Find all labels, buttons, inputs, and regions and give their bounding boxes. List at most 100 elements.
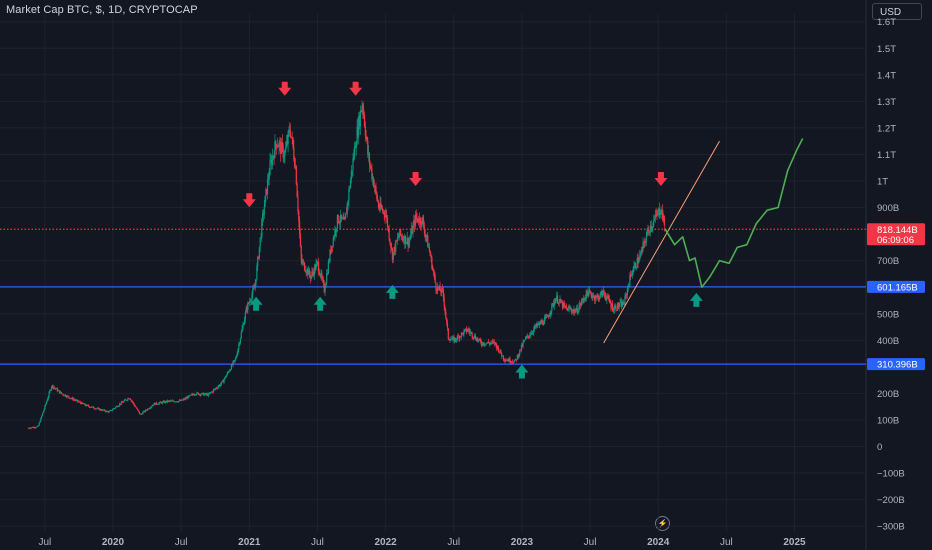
- candle-body: [505, 360, 507, 362]
- candle-body: [529, 335, 531, 337]
- y-tick-label: 1.6T: [877, 17, 896, 28]
- candle-body: [332, 237, 334, 247]
- lightning-icon[interactable]: ⚡: [655, 516, 670, 531]
- candle-body: [66, 395, 68, 398]
- candle-body: [223, 379, 225, 383]
- candle-body: [635, 263, 637, 269]
- candle-body: [601, 291, 603, 297]
- candle-body: [361, 105, 363, 112]
- candle-body: [133, 404, 136, 406]
- candle-body: [338, 222, 340, 224]
- candle-body: [218, 384, 220, 387]
- candle-body: [155, 402, 157, 405]
- candle-body: [527, 335, 529, 337]
- candle-body: [79, 401, 81, 403]
- candle-body: [401, 236, 403, 240]
- candle-body: [457, 335, 459, 337]
- candle-body: [225, 376, 227, 378]
- candle-body: [613, 307, 615, 312]
- candle-body: [239, 343, 241, 345]
- candle-body: [484, 344, 486, 346]
- candle-body: [64, 394, 66, 396]
- candle-body: [317, 261, 320, 272]
- candle-body: [289, 129, 291, 133]
- candle-body: [526, 335, 528, 337]
- candle-body: [495, 342, 497, 345]
- candle-body: [499, 349, 501, 352]
- price-label-countdown: 06:09:06: [877, 235, 914, 246]
- candle-body: [438, 285, 440, 289]
- candle-body: [556, 295, 558, 299]
- candle-body: [542, 324, 545, 325]
- candle-body: [211, 391, 213, 393]
- candle-body: [201, 393, 203, 395]
- candle-body: [454, 338, 456, 343]
- candle-body: [193, 394, 195, 396]
- candle-body: [157, 404, 159, 405]
- candle-body: [427, 235, 429, 248]
- candle-body: [336, 215, 338, 229]
- candle-body: [658, 208, 660, 211]
- candle-body: [57, 390, 59, 392]
- candle-body: [41, 413, 44, 416]
- candle-body: [44, 405, 46, 410]
- candle-body: [416, 218, 418, 219]
- candle-body: [63, 394, 65, 396]
- candle-body: [623, 304, 625, 306]
- candle-body: [612, 303, 614, 311]
- candle-body: [206, 393, 208, 395]
- currency-selector[interactable]: USD: [872, 3, 922, 20]
- candle-body: [114, 408, 116, 409]
- trend-line: [603, 140, 720, 344]
- candle-body: [539, 321, 541, 325]
- candle-body: [136, 408, 138, 409]
- candle-body: [381, 208, 384, 212]
- candle-body: [28, 427, 30, 429]
- candle-body: [422, 217, 424, 220]
- candle-body: [608, 298, 610, 302]
- candle-body: [377, 201, 380, 208]
- candle-body: [45, 403, 47, 406]
- candle-body: [250, 300, 252, 302]
- candle-body: [174, 401, 176, 403]
- candle-body: [119, 403, 121, 406]
- y-tick-label: −200B: [877, 495, 905, 506]
- candle-body: [235, 356, 237, 359]
- candle-body: [189, 394, 191, 396]
- candle-body: [446, 318, 448, 323]
- candle-body: [479, 338, 481, 342]
- candle-body: [114, 406, 117, 409]
- candle-body: [624, 296, 626, 305]
- candle-body: [188, 395, 191, 397]
- candle-body: [238, 344, 240, 349]
- candle-body: [91, 406, 93, 408]
- candle-body: [535, 323, 537, 327]
- candle-body: [630, 274, 632, 276]
- candle-body: [211, 391, 214, 393]
- candle-body: [107, 411, 109, 413]
- candle-body: [348, 189, 350, 201]
- candle-body: [105, 411, 107, 412]
- candle-body: [248, 301, 251, 304]
- candle-body: [283, 156, 285, 158]
- candle-body: [474, 335, 477, 340]
- candle-body: [423, 227, 426, 234]
- candle-body: [364, 126, 366, 136]
- candle-body: [105, 410, 108, 412]
- candle-body: [549, 313, 551, 315]
- candle-body: [54, 387, 56, 389]
- candle-body: [574, 309, 576, 313]
- candle-body: [467, 329, 469, 331]
- candle-body: [69, 398, 71, 400]
- candle-body: [649, 225, 651, 233]
- candle-body: [60, 391, 62, 394]
- candle-body: [247, 302, 249, 311]
- candle-body: [317, 261, 319, 263]
- candle-body: [442, 289, 444, 298]
- candle-body: [305, 271, 307, 273]
- candle-body: [224, 376, 226, 380]
- candle-body: [490, 342, 492, 344]
- y-tick-label: −100B: [877, 469, 905, 480]
- candle-body: [657, 210, 659, 216]
